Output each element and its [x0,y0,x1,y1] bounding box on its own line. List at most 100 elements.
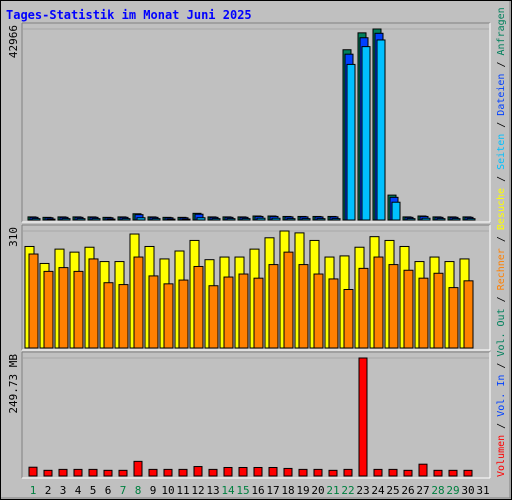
bar [88,468,98,477]
bar [181,218,191,221]
bar [208,468,218,477]
bar [58,468,68,477]
bar [328,469,338,477]
panel [22,23,490,222]
legend-separator: / [496,417,507,435]
bar [373,468,383,477]
bar [403,269,414,349]
bar [148,468,158,477]
bar [163,468,173,477]
x-tick-label: 6 [105,484,112,497]
bar [391,201,401,221]
bar [193,466,203,477]
bar [46,218,56,221]
bar [43,469,53,477]
x-tick-label: 15 [236,484,249,497]
bar [373,256,384,349]
bar [313,468,323,477]
bar [151,218,161,221]
bar [28,253,39,349]
bar [256,217,266,221]
bar [121,218,131,221]
x-tick-label: 8 [135,484,142,497]
x-tick-label: 22 [341,484,354,497]
x-tick-label: 16 [251,484,264,497]
bar [466,218,476,221]
bar [73,468,83,477]
legend-item: Vol. In [496,375,507,417]
legend-separator: / [496,55,507,73]
bar [106,218,116,221]
bar [241,218,251,221]
bar [343,289,354,349]
bar [223,466,233,477]
x-tick-label: 10 [161,484,174,497]
bar [418,463,428,477]
legend-item: Seiten [496,134,507,170]
bar [463,469,473,477]
x-tick-label: 28 [431,484,444,497]
x-tick-label: 11 [176,484,189,497]
bar [43,270,54,349]
x-tick-label: 31 [476,484,489,497]
bar [88,258,99,349]
bar [253,277,264,349]
legend-separator: / [496,290,507,308]
legend-item: Volumen [496,435,507,477]
bar [238,273,249,349]
legend-separator: / [496,230,507,248]
bar [133,460,143,477]
panel [22,352,490,478]
x-tick-label: 3 [60,484,67,497]
x-tick-label: 7 [120,484,127,497]
bar [28,466,38,477]
bar [76,218,86,221]
bar [223,276,234,349]
bar [163,283,174,349]
bar [268,264,279,349]
bar [133,256,144,349]
x-tick-label: 26 [401,484,414,497]
x-tick-label: 12 [191,484,204,497]
bar [73,270,84,349]
y-tick-label: 310 [7,227,20,247]
bar [196,217,206,221]
bar [433,272,444,349]
bar [136,217,146,221]
bar [298,264,309,349]
bar [208,285,219,349]
bar [178,279,189,349]
bar [118,284,129,349]
x-tick-label: 17 [266,484,279,497]
bar [253,466,263,477]
bar [58,267,69,349]
bar [448,469,458,477]
bar [418,277,429,349]
bar [436,218,446,221]
bar [316,218,326,221]
bar [403,469,413,477]
bar [268,466,278,477]
bar [388,264,399,349]
bar [358,267,369,349]
x-tick-label: 9 [150,484,157,497]
x-tick-label: 30 [461,484,474,497]
y-tick-label: 42966 [7,25,20,58]
bar [193,265,204,349]
legend-item: Dateien [496,74,507,116]
bar [103,282,114,349]
x-tick-label: 29 [446,484,459,497]
bar [463,280,474,349]
bar [118,469,128,477]
bar [238,466,248,477]
legend-separator: / [496,116,507,134]
legend-item: Anfragen [496,7,507,55]
bar [331,218,341,221]
bar [448,287,459,349]
x-tick-label: 13 [206,484,219,497]
bar [211,218,221,221]
x-tick-label: 24 [371,484,385,497]
chart-title: Tages-Statistik im Monat Juni 2025 [6,8,252,22]
bar [178,468,188,477]
